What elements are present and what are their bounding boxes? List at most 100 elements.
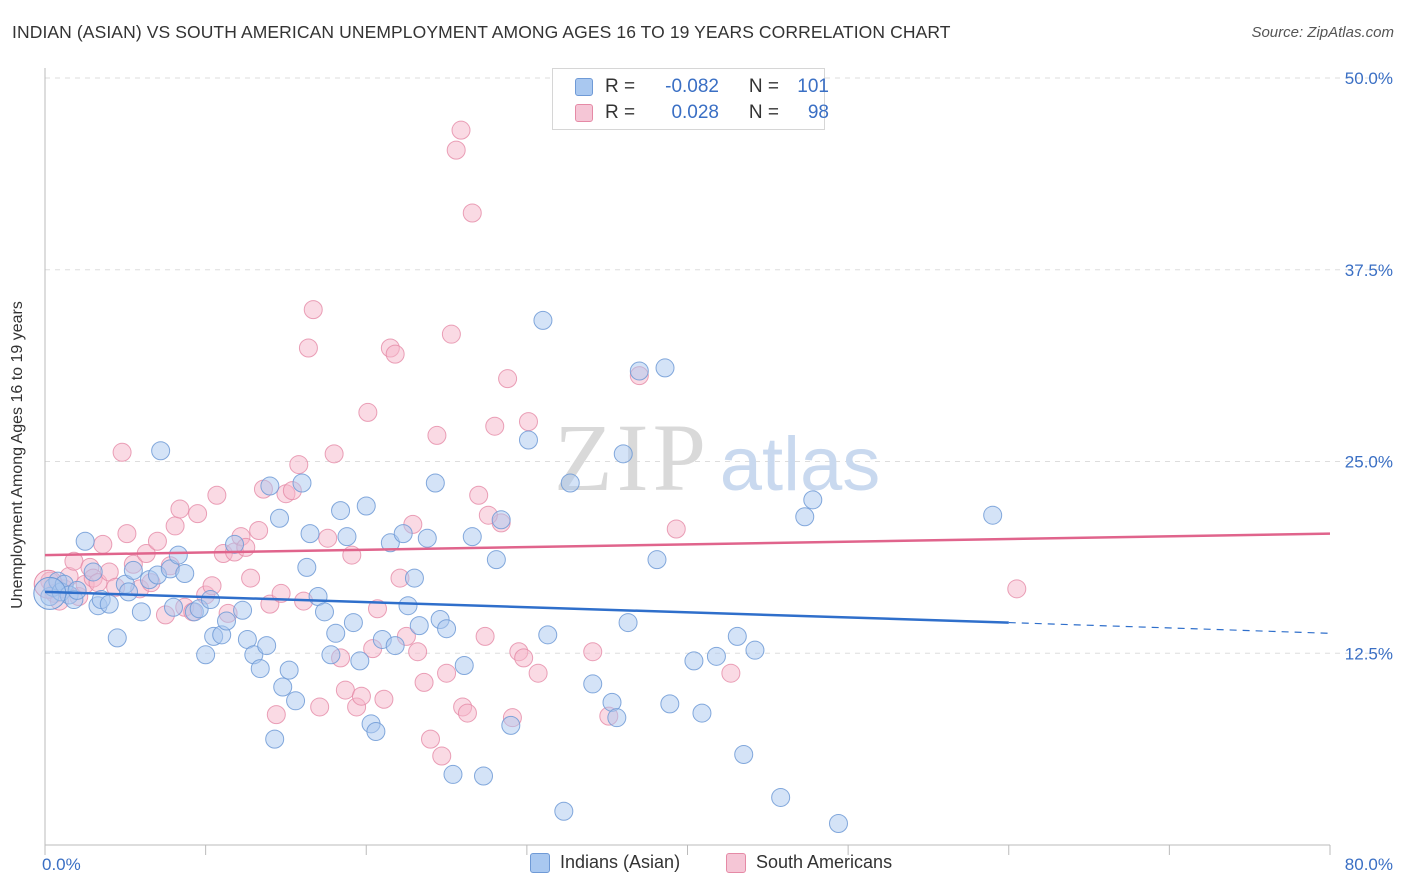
- indians-asian-point: [265, 729, 285, 749]
- indians-asian-point: [331, 501, 351, 521]
- indians-asian-point: [771, 787, 791, 807]
- indians-asian-point: [123, 560, 143, 580]
- south-americans-point: [457, 703, 477, 723]
- tick-labels: 12.5% 25.0% 37.5% 50.0% 0.0% 80.0%: [42, 69, 1393, 874]
- y-tick-label: 37.5%: [1345, 261, 1393, 280]
- indians-asian-point: [257, 636, 277, 656]
- indians-asian-point: [300, 524, 320, 544]
- x-tick-label-min: 0.0%: [42, 855, 81, 874]
- south-americans-point: [266, 705, 286, 725]
- south-americans-point: [318, 528, 338, 548]
- stats-row-indians: R = -0.082 N = 101: [575, 74, 829, 100]
- indians-asian-point: [501, 715, 521, 735]
- n-value-indians: 101: [797, 76, 829, 97]
- south-americans-point: [446, 140, 466, 160]
- stats-legend: R = -0.082 N = 101 R = 0.028 N = 98: [552, 68, 829, 130]
- indians-asian-point: [518, 430, 538, 450]
- indians-asian-point: [131, 602, 151, 622]
- south-americans-point: [498, 369, 518, 389]
- legend-item-south-americans[interactable]: South Americans: [726, 852, 892, 873]
- south-americans-point: [432, 746, 452, 766]
- indians-asian-point: [583, 674, 603, 694]
- south-americans-point: [298, 338, 318, 358]
- indians-asian-point: [380, 533, 400, 553]
- indians-asian-point: [538, 625, 558, 645]
- south-americans-point: [441, 324, 461, 344]
- indians-asian-point: [168, 545, 188, 565]
- indians-asian-point: [618, 613, 638, 633]
- chart-title: INDIAN (ASIAN) VS SOUTH AMERICAN UNEMPLO…: [12, 22, 951, 42]
- indians-asian-trend-extension: [1008, 621, 1331, 634]
- indians-asian-point: [491, 510, 511, 530]
- indians-asian-point: [660, 694, 680, 714]
- south-americans-point: [335, 680, 355, 700]
- south-americans-point: [117, 524, 137, 544]
- indians-asian-point: [425, 473, 445, 493]
- south-americans-point: [207, 485, 227, 505]
- watermark-atlas: atlas: [720, 422, 881, 507]
- south-americans-point: [188, 504, 208, 524]
- indians-asian-point: [286, 691, 306, 711]
- south-americans-point: [427, 425, 447, 445]
- south-americans-point: [462, 203, 482, 223]
- r-value-south-americans: 0.028: [671, 102, 719, 123]
- indians-asian-point: [398, 596, 418, 616]
- indians-asian-point: [326, 623, 346, 643]
- indians-asian-point: [217, 611, 237, 631]
- y-axis-label: Unemployment Among Ages 16 to 19 years: [9, 301, 26, 609]
- indians-asian-point: [273, 677, 293, 697]
- south-americans-point: [421, 729, 440, 749]
- legend-swatch-south-americans: [726, 852, 746, 873]
- legend-swatch-indians: [530, 852, 550, 873]
- south-americans-point: [666, 519, 686, 539]
- indians-asian-point: [385, 636, 405, 656]
- indians-asian-point: [560, 473, 580, 493]
- indians-asian-point: [321, 645, 341, 665]
- south-americans-point: [514, 648, 534, 668]
- chart-source: Source: ZipAtlas.com: [1251, 24, 1394, 41]
- n-value-south-americans: 98: [807, 102, 829, 123]
- indians-asian-points: [33, 310, 1003, 834]
- south-americans-point: [249, 521, 269, 541]
- indians-asian-point: [350, 651, 370, 671]
- indians-asian-point: [692, 703, 712, 723]
- indians-asian-point: [706, 646, 726, 666]
- legend-item-indians[interactable]: Indians (Asian): [530, 852, 680, 873]
- indians-asian-point: [533, 310, 553, 330]
- indians-asian-point: [727, 626, 747, 646]
- grid-lines: [45, 77, 1395, 654]
- stats-row-south-americans: R = 0.028 N = 98: [575, 100, 829, 126]
- indians-asian-point: [486, 550, 506, 570]
- indians-asian-point: [164, 597, 183, 617]
- y-tick-label: 12.5%: [1345, 644, 1393, 663]
- x-tick-label-max: 80.0%: [1345, 855, 1393, 874]
- indians-asian-point: [655, 358, 675, 378]
- south-americans-point: [528, 663, 548, 683]
- indians-asian-point: [314, 602, 334, 622]
- axes: [44, 68, 1331, 855]
- y-tick-label: 50.0%: [1345, 69, 1393, 88]
- indians-asian-point: [474, 766, 494, 786]
- indians-asian-point: [409, 616, 429, 636]
- indians-asian-point: [684, 651, 704, 671]
- indians-asian-point: [83, 562, 103, 582]
- south-americans-point: [351, 686, 371, 706]
- indians-asian-point: [99, 594, 119, 614]
- south-americans-point: [475, 626, 495, 646]
- y-tick-label: 25.0%: [1345, 453, 1393, 472]
- r-value-indians: -0.082: [665, 76, 719, 97]
- south-americans-point: [303, 300, 323, 320]
- south-americans-point: [112, 442, 132, 462]
- indians-asian-point: [613, 444, 633, 464]
- indians-asian-point: [260, 476, 280, 496]
- south-americans-point: [518, 412, 538, 432]
- indians-asian-point: [629, 361, 649, 381]
- south-americans-point: [170, 499, 190, 519]
- indians-asian-point: [647, 550, 667, 570]
- indians-asian-point: [225, 534, 245, 554]
- indians-asian-point: [745, 640, 765, 660]
- legend-label-indians: Indians (Asian): [560, 852, 681, 872]
- indians-asian-point: [417, 528, 437, 548]
- indians-asian-point: [983, 505, 1003, 525]
